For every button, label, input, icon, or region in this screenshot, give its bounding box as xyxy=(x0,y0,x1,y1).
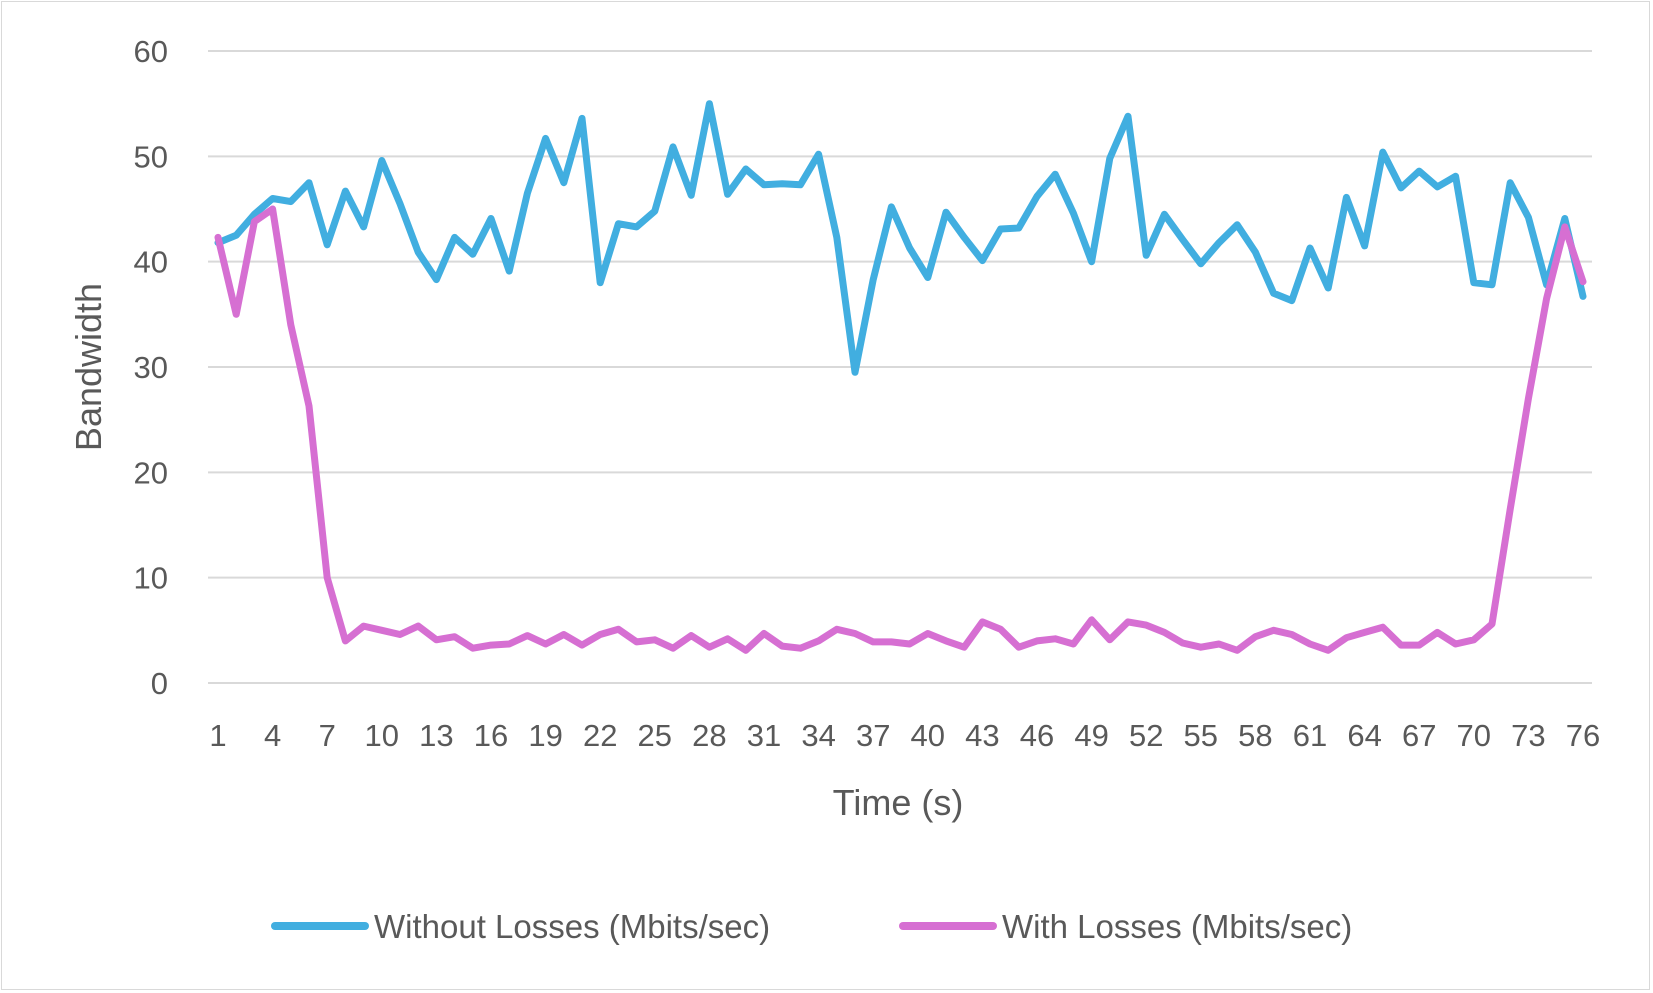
x-tick-label: 25 xyxy=(638,718,672,753)
legend-label-2: With Losses (Mbits/sec) xyxy=(1002,908,1352,945)
x-tick-label: 31 xyxy=(747,718,781,753)
y-tick-label: 10 xyxy=(134,561,168,596)
series-line-1 xyxy=(214,100,1587,376)
gridlines xyxy=(208,50,1592,684)
x-tick-label: 37 xyxy=(856,718,890,753)
x-tick-label: 40 xyxy=(911,718,945,753)
x-tick-label: 58 xyxy=(1238,718,1272,753)
x-axis-ticks: 1 4 7 10 13 16 19 22 25 28 31 34 37 40 43 46 49 52 55 58 61 6… xyxy=(209,718,1600,753)
y-tick-label: 20 xyxy=(134,455,168,490)
y-tick-label: 50 xyxy=(134,139,168,174)
x-tick-label: 7 xyxy=(319,718,336,753)
y-tick-label: 60 xyxy=(134,34,168,69)
series-line-2 xyxy=(214,205,1587,654)
series-lines xyxy=(214,100,1587,654)
x-tick-label: 67 xyxy=(1402,718,1436,753)
x-tick-label: 76 xyxy=(1566,718,1600,753)
x-tick-label: 73 xyxy=(1511,718,1545,753)
x-tick-label: 10 xyxy=(365,718,399,753)
x-axis-title: Time (s) xyxy=(833,782,964,823)
x-tick-label: 61 xyxy=(1293,718,1327,753)
y-tick-label: 30 xyxy=(134,350,168,385)
x-tick-label: 13 xyxy=(419,718,453,753)
x-tick-label: 22 xyxy=(583,718,617,753)
x-tick-label: 55 xyxy=(1184,718,1218,753)
legend-label-1: Without Losses (Mbits/sec) xyxy=(374,908,770,945)
y-tick-label: 40 xyxy=(134,245,168,280)
y-tick-label: 0 xyxy=(151,666,168,701)
legend: Without Losses (Mbits/sec) With Losses (M… xyxy=(271,908,1352,945)
y-axis-title: Bandwidth xyxy=(68,283,109,451)
x-tick-label: 49 xyxy=(1074,718,1108,753)
x-tick-label: 43 xyxy=(965,718,999,753)
x-tick-label: 70 xyxy=(1457,718,1491,753)
x-tick-label: 46 xyxy=(1020,718,1054,753)
x-tick-label: 34 xyxy=(801,718,835,753)
x-tick-label: 52 xyxy=(1129,718,1163,753)
x-tick-label: 1 xyxy=(209,718,226,753)
x-tick-label: 16 xyxy=(474,718,508,753)
y-axis-ticks: 0 10 20 30 40 50 60 xyxy=(134,34,168,701)
x-tick-label: 4 xyxy=(264,718,281,753)
x-tick-label: 28 xyxy=(692,718,726,753)
x-tick-label: 19 xyxy=(528,718,562,753)
x-tick-label: 64 xyxy=(1347,718,1381,753)
